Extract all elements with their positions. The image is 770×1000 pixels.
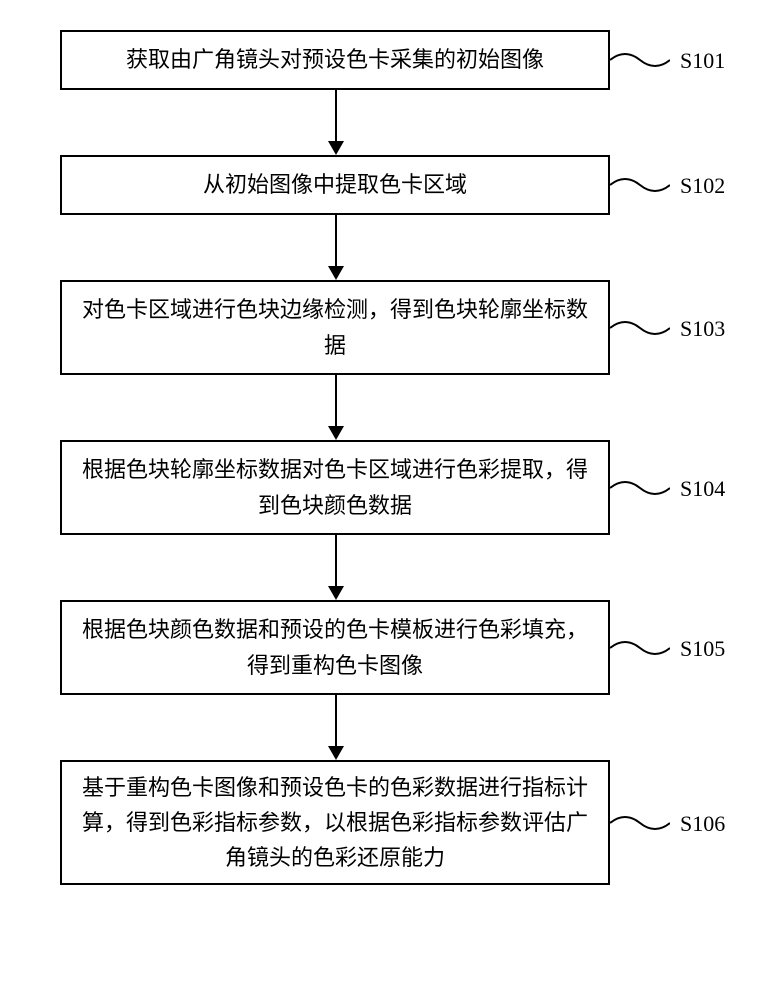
arrow-head-4 <box>328 586 344 600</box>
step-text-1: 获取由广角镜头对预设色卡采集的初始图像 <box>126 42 544 77</box>
wavy-connector-1 <box>610 48 670 83</box>
step-label-2: S102 <box>680 173 725 199</box>
flowchart-container: 获取由广角镜头对预设色卡采集的初始图像 S101 从初始图像中提取色卡区域 S1… <box>0 0 770 1000</box>
arrow-1 <box>335 90 337 141</box>
arrow-head-2 <box>328 266 344 280</box>
wavy-connector-4 <box>610 476 670 511</box>
step-label-1: S101 <box>680 48 725 74</box>
wavy-connector-6 <box>610 811 670 846</box>
step-box-4: 根据色块轮廓坐标数据对色卡区域进行色彩提取，得到色块颜色数据 <box>60 440 610 535</box>
wavy-connector-5 <box>610 636 670 671</box>
step-text-4: 根据色块轮廓坐标数据对色卡区域进行色彩提取，得到色块颜色数据 <box>82 452 588 522</box>
step-box-5: 根据色块颜色数据和预设的色卡模板进行色彩填充，得到重构色卡图像 <box>60 600 610 695</box>
arrow-head-3 <box>328 426 344 440</box>
step-box-6: 基于重构色卡图像和预设色卡的色彩数据进行指标计算，得到色彩指标参数，以根据色彩指… <box>60 760 610 885</box>
arrow-2 <box>335 215 337 266</box>
step-box-3: 对色卡区域进行色块边缘检测，得到色块轮廓坐标数据 <box>60 280 610 375</box>
wavy-connector-3 <box>610 316 670 351</box>
wavy-connector-2 <box>610 173 670 208</box>
step-text-2: 从初始图像中提取色卡区域 <box>203 167 467 202</box>
step-text-3: 对色卡区域进行色块边缘检测，得到色块轮廓坐标数据 <box>82 292 588 362</box>
arrow-3 <box>335 375 337 426</box>
step-label-6: S106 <box>680 811 725 837</box>
step-text-6: 基于重构色卡图像和预设色卡的色彩数据进行指标计算，得到色彩指标参数，以根据色彩指… <box>82 770 588 876</box>
arrow-5 <box>335 695 337 746</box>
arrow-head-1 <box>328 141 344 155</box>
arrow-head-5 <box>328 746 344 760</box>
step-label-5: S105 <box>680 636 725 662</box>
step-text-5: 根据色块颜色数据和预设的色卡模板进行色彩填充，得到重构色卡图像 <box>82 612 588 682</box>
step-label-4: S104 <box>680 476 725 502</box>
step-label-3: S103 <box>680 316 725 342</box>
step-box-1: 获取由广角镜头对预设色卡采集的初始图像 <box>60 30 610 90</box>
step-box-2: 从初始图像中提取色卡区域 <box>60 155 610 215</box>
arrow-4 <box>335 535 337 586</box>
